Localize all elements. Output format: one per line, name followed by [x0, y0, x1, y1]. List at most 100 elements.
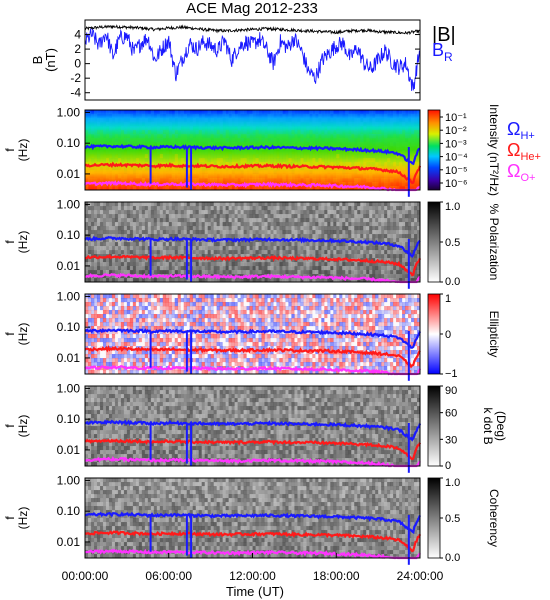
heatmap-cell: [369, 242, 373, 247]
heatmap-cell: [93, 134, 98, 139]
heatmap-cell: [165, 170, 170, 175]
heatmap-cell: [180, 258, 184, 263]
heatmap-cell: [372, 250, 376, 255]
heatmap-cell: [336, 226, 340, 231]
heatmap-cell: [318, 158, 322, 163]
heatmap-cell: [357, 150, 361, 155]
heatmap-cell: [300, 174, 304, 179]
heatmap-cell: [342, 174, 346, 179]
heatmap-cell: [330, 218, 334, 223]
heatmap-cell: [213, 270, 217, 275]
heatmap-cell: [357, 246, 361, 251]
heatmap-cell: [132, 226, 137, 231]
heatmap-cell: [201, 246, 205, 251]
heatmap-cell: [126, 138, 131, 143]
heatmap-cell: [285, 150, 289, 155]
heatmap-cell: [126, 218, 131, 223]
heatmap-cell: [246, 174, 250, 179]
heatmap-cell: [390, 238, 394, 243]
heatmap-cell: [336, 178, 340, 183]
heatmap-cell: [258, 118, 261, 122]
heatmap-cell: [252, 134, 256, 139]
heatmap-cell: [174, 262, 179, 267]
heatmap-cell: [261, 254, 265, 259]
heatmap-cell: [99, 338, 104, 343]
heatmap-cell: [348, 158, 352, 163]
heatmap-cell: [372, 174, 376, 179]
heatmap-cell: [252, 114, 256, 119]
heatmap-cell: [222, 262, 226, 267]
heatmap-cell: [114, 206, 119, 211]
heatmap-cell: [309, 266, 313, 271]
heatmap-cell: [381, 166, 385, 171]
heatmap-cell: [222, 202, 226, 207]
heatmap-cell: [390, 246, 394, 251]
heatmap-cell: [171, 126, 176, 131]
heatmap-cell: [117, 214, 122, 219]
heatmap-cell: [309, 178, 312, 182]
heatmap-cell: [174, 170, 179, 175]
heatmap-cell: [372, 210, 376, 215]
heatmap-cell: [147, 302, 152, 307]
heatmap-cell: [264, 206, 268, 211]
heatmap-cell: [139, 130, 142, 134]
heatmap-cell: [240, 242, 244, 247]
heatmap-cell: [174, 250, 179, 255]
heatmap-cell: [249, 114, 253, 119]
heatmap-cell: [237, 110, 241, 115]
heatmap-cell: [414, 254, 418, 259]
heatmap-cell: [321, 130, 324, 134]
heatmap-cell: [96, 326, 101, 331]
heatmap-cell: [396, 226, 400, 231]
heatmap-cell: [87, 314, 92, 319]
heatmap-cell: [402, 214, 406, 219]
heatmap-cell: [90, 258, 95, 263]
heatmap-cell: [135, 234, 140, 239]
heatmap-cell: [108, 350, 113, 355]
heatmap-cell: [264, 242, 268, 247]
heatmap-cell: [123, 354, 128, 359]
heatmap-cell: [231, 278, 235, 283]
heatmap-cell: [297, 150, 301, 155]
heatmap-cell: [90, 214, 95, 219]
heatmap-cell: [99, 146, 104, 151]
heatmap-cell: [186, 250, 190, 255]
heatmap-cell: [231, 110, 235, 115]
heatmap-cell: [144, 278, 149, 283]
heatmap-cell: [306, 138, 310, 143]
heatmap-cell: [360, 274, 364, 279]
heatmap-cell: [282, 230, 286, 235]
heatmap-cell: [144, 354, 149, 359]
heatmap-cell: [414, 186, 418, 191]
heatmap-cell: [261, 110, 265, 115]
heatmap-cell: [117, 318, 122, 323]
heatmap-cell: [330, 270, 334, 275]
heatmap-cell: [300, 126, 304, 131]
heatmap-cell: [246, 254, 250, 259]
heatmap-cell: [165, 218, 170, 223]
heatmap-cell: [120, 214, 125, 219]
heatmap-cell: [324, 182, 328, 187]
heatmap-cell: [126, 118, 131, 123]
heatmap-cell: [378, 238, 382, 243]
heatmap-cell: [240, 230, 244, 235]
heatmap-cell: [216, 218, 220, 223]
heatmap-cell: [91, 110, 94, 114]
heatmap-cell: [96, 242, 101, 247]
heatmap-cell: [411, 182, 415, 187]
heatmap-cell: [132, 270, 137, 275]
heatmap-cell: [192, 202, 196, 207]
heatmap-cell: [384, 178, 388, 183]
heatmap-cell: [195, 166, 199, 171]
heatmap-cell: [147, 210, 152, 215]
heatmap-cell: [111, 266, 116, 271]
polarization-colorbar-tick-label: 0.0: [445, 276, 460, 288]
heatmap-cell: [261, 214, 265, 219]
heatmap-cell: [234, 230, 238, 235]
heatmap-cell: [147, 230, 152, 235]
heatmap-cell: [106, 154, 109, 158]
heatmap-cell: [108, 166, 113, 171]
heatmap-cell: [282, 150, 286, 155]
heatmap-cell: [294, 114, 298, 119]
legend-b-r: BR: [432, 40, 453, 64]
